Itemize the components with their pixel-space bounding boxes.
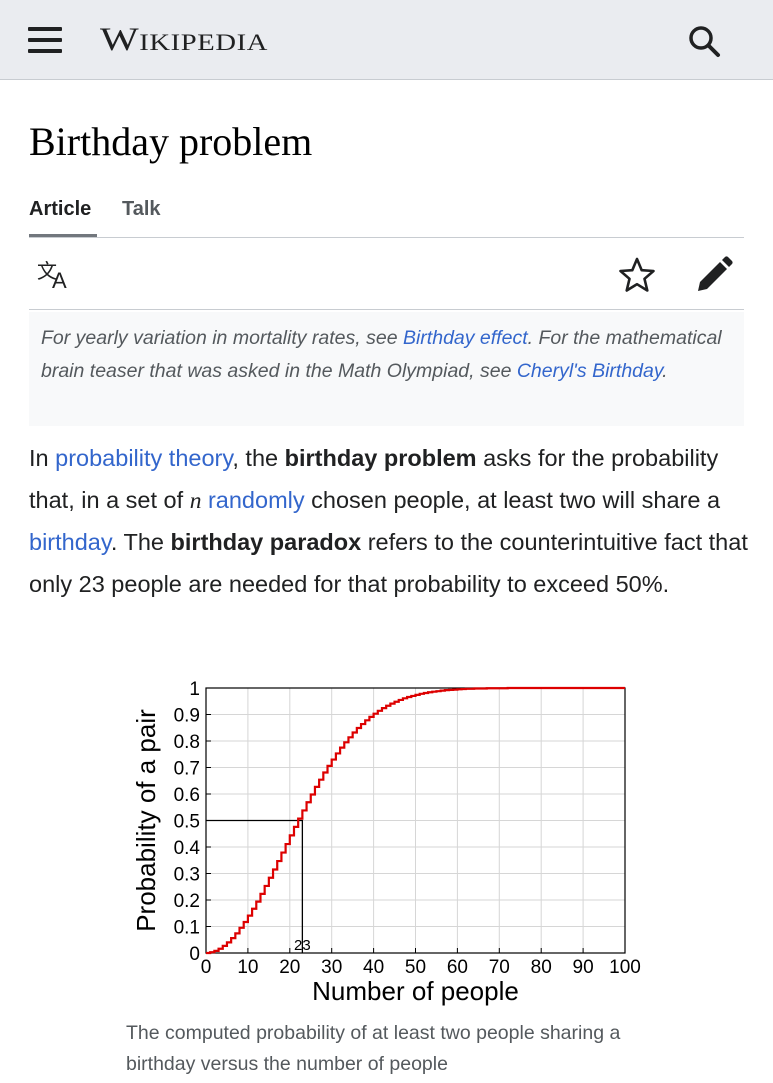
x-tick-label: 70 bbox=[489, 957, 510, 978]
birthday-probability-chart: 0 10 20 30 40 50 60 70 80 90 10000.10.20.30.40.50.… bbox=[131, 679, 641, 1006]
intro-text: , the bbox=[232, 445, 285, 471]
annotation-guide-lines bbox=[206, 819, 304, 953]
wikipedia-logo[interactable]: Wikipedia bbox=[100, 21, 280, 66]
bold-term-birthday-paradox: birthday paradox bbox=[170, 529, 362, 555]
svg-text:A: A bbox=[52, 268, 67, 292]
page-tabs: Article Talk bbox=[29, 194, 744, 238]
probability-theory-link[interactable]: probability theory bbox=[55, 445, 233, 471]
x-tick-label: 50 bbox=[405, 957, 426, 978]
intro-text: In bbox=[29, 445, 56, 471]
annotation-label: 23 bbox=[294, 937, 311, 954]
hatnote-text: For yearly variation in mortality rates,… bbox=[41, 327, 403, 349]
y-tick-label: 0.2 bbox=[174, 891, 200, 912]
intro-text: refers to the counterintuitive fact that… bbox=[29, 529, 748, 597]
pencil-icon[interactable] bbox=[693, 254, 735, 301]
hatnote-text: . For the mathematical brain teaser that… bbox=[41, 327, 722, 382]
y-tick-label: 0.4 bbox=[174, 838, 201, 859]
bold-term-birthday-problem: birthday problem bbox=[284, 445, 477, 471]
y-tick-label: 0.3 bbox=[174, 865, 200, 886]
page-actions-bar: 文 A bbox=[29, 238, 744, 310]
x-tick-label: 90 bbox=[573, 957, 594, 978]
y-tick-label: 1 bbox=[189, 679, 200, 700]
birthday-link[interactable]: birthday bbox=[29, 529, 111, 555]
y-axis-label: Probability of a pair bbox=[131, 709, 161, 932]
x-tick-label: 10 bbox=[237, 957, 258, 978]
math-variable: n bbox=[189, 487, 202, 514]
cheryls-birthday-link[interactable]: Cheryl's Birthday bbox=[516, 359, 663, 382]
language-icon[interactable]: 文 A bbox=[37, 258, 77, 297]
hatnote-text: . bbox=[662, 359, 668, 382]
svg-text:Wikipedia: Wikipedia bbox=[100, 22, 268, 57]
page-title: Birthday problem bbox=[29, 119, 313, 164]
tab-article[interactable]: Article bbox=[29, 198, 92, 220]
y-tick-label: 0.9 bbox=[174, 706, 200, 727]
x-tick-label: 20 bbox=[279, 957, 300, 978]
x-tick-label: 40 bbox=[363, 957, 384, 978]
hamburger-menu-icon[interactable] bbox=[28, 24, 66, 56]
birthday-effect-link[interactable]: Birthday effect bbox=[402, 327, 528, 349]
search-icon[interactable] bbox=[686, 23, 722, 59]
figure-caption: The computed probability of at least two… bbox=[126, 1022, 621, 1075]
randomly-link[interactable]: randomly bbox=[207, 486, 305, 513]
intro-paragraph: In probability theory, the birthday prob… bbox=[29, 438, 749, 605]
x-axis-label: Number of people bbox=[312, 976, 519, 1006]
star-icon[interactable] bbox=[618, 256, 656, 299]
tab-talk[interactable]: Talk bbox=[122, 198, 161, 220]
top-header: Wikipedia bbox=[0, 0, 773, 80]
y-tick-label: 0.6 bbox=[174, 785, 200, 806]
intro-text: . The bbox=[110, 529, 171, 555]
wikipedia-wordmark: Wikipedia bbox=[100, 22, 268, 58]
probability-curve bbox=[206, 686, 625, 955]
y-tick-label: 0.1 bbox=[174, 918, 200, 939]
x-tick-label: 100 bbox=[609, 957, 641, 978]
x-tick-label: 0 bbox=[201, 957, 212, 978]
birthday-chart-figure[interactable]: 0 10 20 30 40 50 60 70 80 90 100 0 0.1 0.2 0.3 0.4 0.5 0.… bbox=[126, 672, 646, 1012]
active-tab-indicator bbox=[29, 234, 97, 237]
y-tick-label: 0.7 bbox=[174, 759, 200, 780]
intro-text: asks for the probability that, in a set … bbox=[29, 445, 719, 513]
svg-text:文: 文 bbox=[37, 259, 57, 283]
x-tick-label: 80 bbox=[531, 957, 552, 978]
y-tick-label: 0.5 bbox=[174, 812, 200, 833]
hatnote: For yearly variation in mortality rates,… bbox=[29, 312, 744, 426]
y-tick-label: 0.8 bbox=[174, 732, 200, 753]
x-tick-label: 60 bbox=[447, 957, 468, 978]
x-tick-label: 30 bbox=[321, 957, 342, 978]
y-tick-label: 0 bbox=[189, 944, 200, 965]
intro-text: chosen people, at least two will share a bbox=[304, 486, 721, 513]
